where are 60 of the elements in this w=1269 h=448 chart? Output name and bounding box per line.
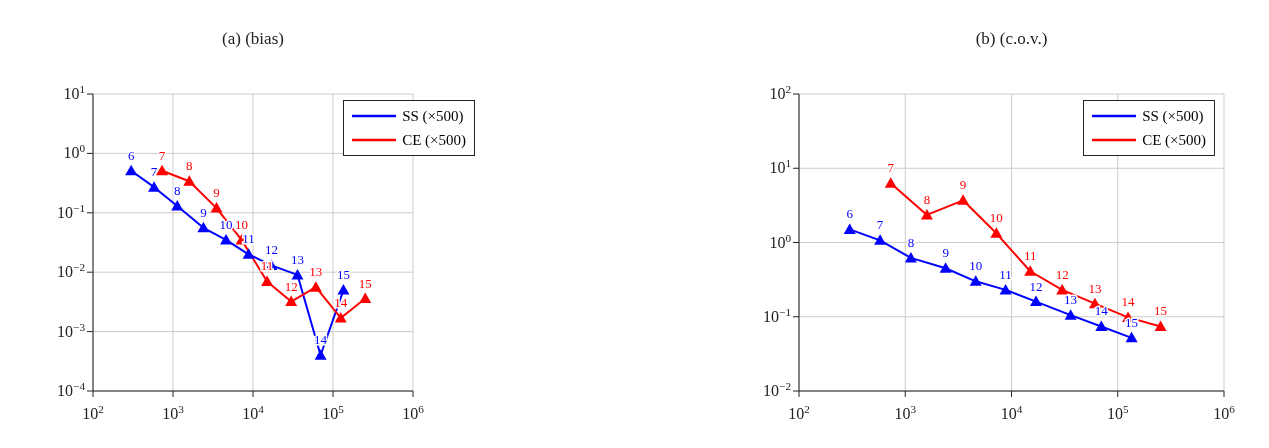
y-tick-label: 10$^{−3}$ — [57, 320, 86, 340]
annotation: 12 — [284, 278, 298, 294]
annotation: 12 — [1055, 266, 1069, 282]
y-tick-label: 10$^{2}$ — [769, 83, 791, 102]
y-tick-label: 10$^{−1}$ — [763, 305, 791, 325]
annotation: 13 — [309, 264, 323, 280]
annotation: 7 — [876, 217, 884, 233]
annotation: 13 — [1064, 292, 1078, 308]
annotation: 7 — [887, 160, 895, 176]
chart-title: (b) (c.o.v.) — [974, 28, 1049, 50]
annotation: 8 — [186, 158, 193, 174]
annotation: 9 — [200, 204, 207, 220]
legend-label: CE (×500) — [1142, 131, 1206, 149]
annotation: 10 — [235, 216, 249, 232]
annotation: 7 — [150, 164, 158, 180]
annotation: 6 — [846, 206, 854, 222]
y-tick-label: 10$^{0}$ — [63, 142, 86, 162]
annotation: 15 — [336, 267, 350, 283]
y-tick-label: 10$^{1}$ — [63, 83, 85, 102]
annotation: 9 — [942, 245, 949, 261]
annotation: 13 — [1088, 280, 1102, 296]
annotation: 8 — [907, 234, 915, 250]
y-tick-label: 10$^{0}$ — [769, 231, 792, 251]
legend-label: CE (×500) — [402, 131, 466, 149]
annotation: 12 — [264, 242, 278, 258]
y-tick-label: 10$^{1}$ — [769, 157, 791, 177]
annotation: 7 — [158, 147, 166, 163]
annotation: 15 — [358, 275, 372, 291]
annotation: 14 — [1121, 294, 1136, 310]
y-tick-label: 10$^{−1}$ — [57, 201, 85, 221]
y-tick-label: 10$^{−2}$ — [57, 261, 85, 281]
x-tick-label: 10$^{3}$ — [894, 403, 917, 422]
annotation: 13 — [291, 251, 304, 267]
x-tick-label: 10$^{3}$ — [162, 403, 185, 422]
x-tick-label: 10$^{6}$ — [402, 403, 425, 422]
chart-title: (a) (bias) — [221, 28, 285, 50]
y-tick-label: 10$^{−2}$ — [763, 380, 791, 399]
x-tick-label: 10$^{2}$ — [82, 403, 104, 422]
legend-label: SS (×500) — [1142, 107, 1204, 125]
annotation: 11 — [1023, 248, 1037, 264]
annotation: 6 — [127, 147, 135, 163]
x-tick-label: 10$^{5}$ — [322, 403, 345, 422]
x-tick-label: 10$^{2}$ — [788, 403, 810, 422]
annotation: 10 — [989, 210, 1003, 226]
y-tick-label: 10$^{−4}$ — [57, 380, 86, 399]
x-tick-label: 10$^{4}$ — [1000, 403, 1023, 422]
x-tick-label: 10$^{6}$ — [1213, 403, 1236, 422]
annotation: 14 — [1094, 303, 1109, 319]
annotation: 9 — [959, 177, 967, 193]
annotation: 8 — [923, 191, 931, 207]
annotation: 10 — [969, 258, 983, 274]
x-tick-label: 10$^{5}$ — [1106, 403, 1129, 422]
annotation: 11 — [242, 231, 255, 247]
annotation: 15 — [1154, 303, 1168, 319]
annotation: 12 — [1029, 278, 1043, 294]
annotation: 8 — [174, 183, 181, 199]
annotation: 9 — [213, 185, 220, 201]
annotation: 11 — [999, 266, 1012, 282]
x-tick-label: 10$^{4}$ — [242, 403, 265, 422]
legend-label: SS (×500) — [402, 107, 464, 125]
